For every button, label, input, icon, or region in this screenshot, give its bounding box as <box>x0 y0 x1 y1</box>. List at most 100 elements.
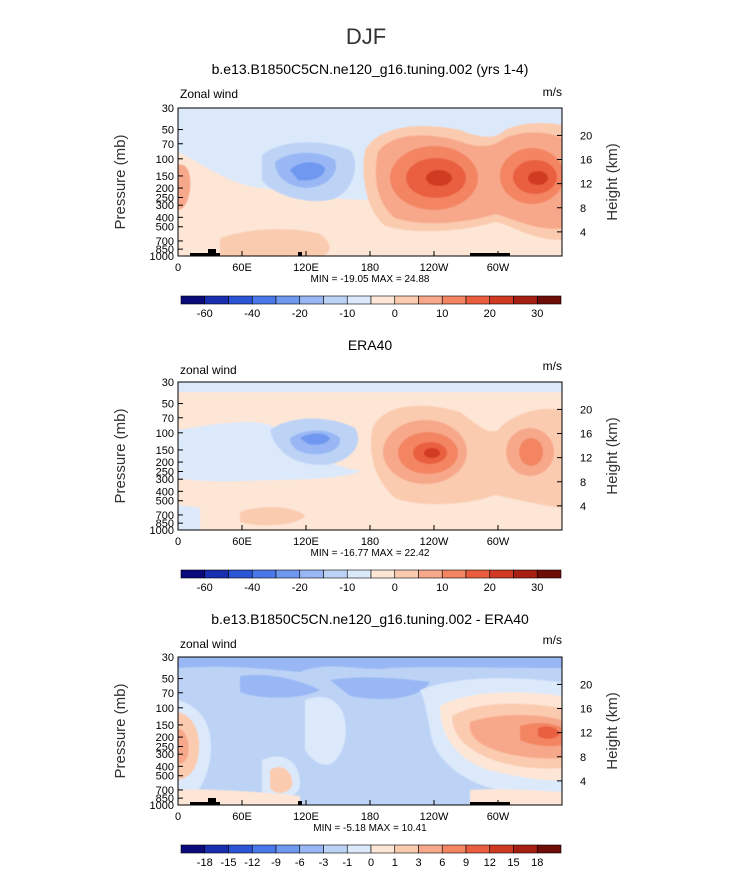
x-tick-label: 60W <box>487 811 510 823</box>
min-max-label: MIN = -19.05 MAX = 24.88 <box>311 274 430 285</box>
y2-tick-label: 16 <box>580 704 592 716</box>
y-tick-label: 100 <box>156 154 174 166</box>
x-tick-label: 60E <box>232 262 252 274</box>
min-max-label: MIN = -16.77 MAX = 22.42 <box>311 548 430 559</box>
colorbar-swatch <box>536 569 562 579</box>
y-tick-label: 200 <box>156 732 174 744</box>
colorbar-swatch <box>323 569 348 579</box>
y-tick-label: 700 <box>156 236 174 248</box>
colorbar-swatch <box>370 569 396 579</box>
y-tick-label: 200 <box>156 183 174 195</box>
y-tick-label: 300 <box>156 200 174 212</box>
colorbar-swatch <box>346 844 372 854</box>
colorbar-swatch <box>394 569 419 579</box>
y-tick-label: 850 <box>156 244 174 256</box>
colorbar-label: 20 <box>484 582 496 594</box>
x-tick-label: 60W <box>487 262 510 274</box>
contour-field <box>178 382 562 530</box>
y2-tick-label: 20 <box>580 130 592 142</box>
colorbar-swatch <box>228 569 253 579</box>
colorbar-label: 9 <box>463 857 469 869</box>
axes-layer: 0 60E 120E 180 120W 60W3050701001502002503004… <box>112 103 621 869</box>
colorbar-label: -60 <box>197 308 213 320</box>
units-label: m/s <box>543 359 562 373</box>
colorbar-swatch <box>346 295 372 305</box>
y-tick-label: 1000 <box>150 800 174 812</box>
y2-tick-label: 20 <box>580 404 592 416</box>
colorbar-label: 18 <box>531 857 543 869</box>
panel-title: ERA40 <box>348 337 393 353</box>
y-tick-label: 250 <box>156 192 174 204</box>
colorbar-swatch <box>418 569 443 579</box>
x-tick-label: 0 <box>175 811 181 823</box>
y2-tick-label: 8 <box>580 752 586 764</box>
y2-tick-label: 16 <box>580 155 592 167</box>
y2-tick-label: 4 <box>580 776 586 788</box>
x-tick-label: 120W <box>420 536 449 548</box>
land-mask <box>190 249 510 256</box>
colorbar-swatch <box>370 295 396 305</box>
panel-title: b.e13.B1850C5CN.ne120_g16.tuning.002 (yr… <box>212 61 529 77</box>
y-tick-label: 500 <box>156 771 174 783</box>
x-tick-label: 120E <box>293 536 319 548</box>
axes-panel-1 <box>177 107 562 305</box>
colorbar-label: 0 <box>392 308 398 320</box>
colorbar-swatch <box>394 295 419 305</box>
colorbar-swatch <box>275 569 301 579</box>
land-mask <box>190 798 510 805</box>
colorbar-swatch <box>204 295 229 305</box>
x-tick-label: 180 <box>361 536 379 548</box>
y-tick-label: 1000 <box>150 251 174 263</box>
colorbar-label: -6 <box>295 857 305 869</box>
y2-axis-title: Height (km) <box>604 417 621 495</box>
colorbar-swatch <box>180 844 206 854</box>
y2-axis-title: Height (km) <box>604 692 621 770</box>
colorbar-swatch <box>441 569 467 579</box>
colorbar-swatch <box>299 295 324 305</box>
y-axis-title: Pressure (mb) <box>112 134 129 229</box>
y2-tick-label: 16 <box>580 429 592 441</box>
colorbar-swatch <box>513 844 538 854</box>
colorbar-label: 12 <box>484 857 496 869</box>
x-tick-label: 120W <box>420 811 449 823</box>
y2-tick-label: 8 <box>580 203 586 215</box>
colorbar-label: 0 <box>368 857 374 869</box>
colorbar-label: 30 <box>531 308 543 320</box>
colorbar-label: 15 <box>507 857 519 869</box>
colorbar-swatch <box>275 295 301 305</box>
colorbar-swatch <box>394 844 419 854</box>
colorbar-label: -9 <box>271 857 281 869</box>
colorbar-label: 30 <box>531 582 543 594</box>
y-tick-label: 50 <box>162 125 174 137</box>
colorbar-label: -40 <box>244 582 260 594</box>
colorbar-label: -18 <box>197 857 213 869</box>
y-axis-title: Pressure (mb) <box>112 408 129 503</box>
colorbar-label: -60 <box>197 582 213 594</box>
colorbar-label: -10 <box>339 308 355 320</box>
y-tick-label: 400 <box>156 486 174 498</box>
y-tick-label: 100 <box>156 703 174 715</box>
colorbar-swatch <box>370 844 396 854</box>
colorbar-swatch <box>489 844 514 854</box>
x-tick-label: 180 <box>361 262 379 274</box>
y-tick-label: 200 <box>156 457 174 469</box>
x-tick-label: 60W <box>487 536 510 548</box>
colorbar-swatch <box>418 844 443 854</box>
y-tick-label: 700 <box>156 510 174 522</box>
colorbar-swatch <box>441 844 467 854</box>
x-tick-label: 180 <box>361 811 379 823</box>
y-tick-label: 100 <box>156 428 174 440</box>
y-tick-label: 150 <box>156 171 174 183</box>
y2-tick-label: 4 <box>580 227 586 239</box>
colorbar-label: -20 <box>292 582 308 594</box>
colorbar-label: -40 <box>244 308 260 320</box>
colorbar-label: 20 <box>484 308 496 320</box>
colorbar-swatch <box>441 295 467 305</box>
y-tick-label: 700 <box>156 785 174 797</box>
y-tick-label: 500 <box>156 222 174 234</box>
panel-title: b.e13.B1850C5CN.ne120_g16.tuning.002 - E… <box>211 611 529 627</box>
colorbar-label: -1 <box>342 857 352 869</box>
y2-axis-title: Height (km) <box>604 143 621 221</box>
colorbar-swatch <box>180 569 206 579</box>
colorbar-swatch <box>204 569 229 579</box>
